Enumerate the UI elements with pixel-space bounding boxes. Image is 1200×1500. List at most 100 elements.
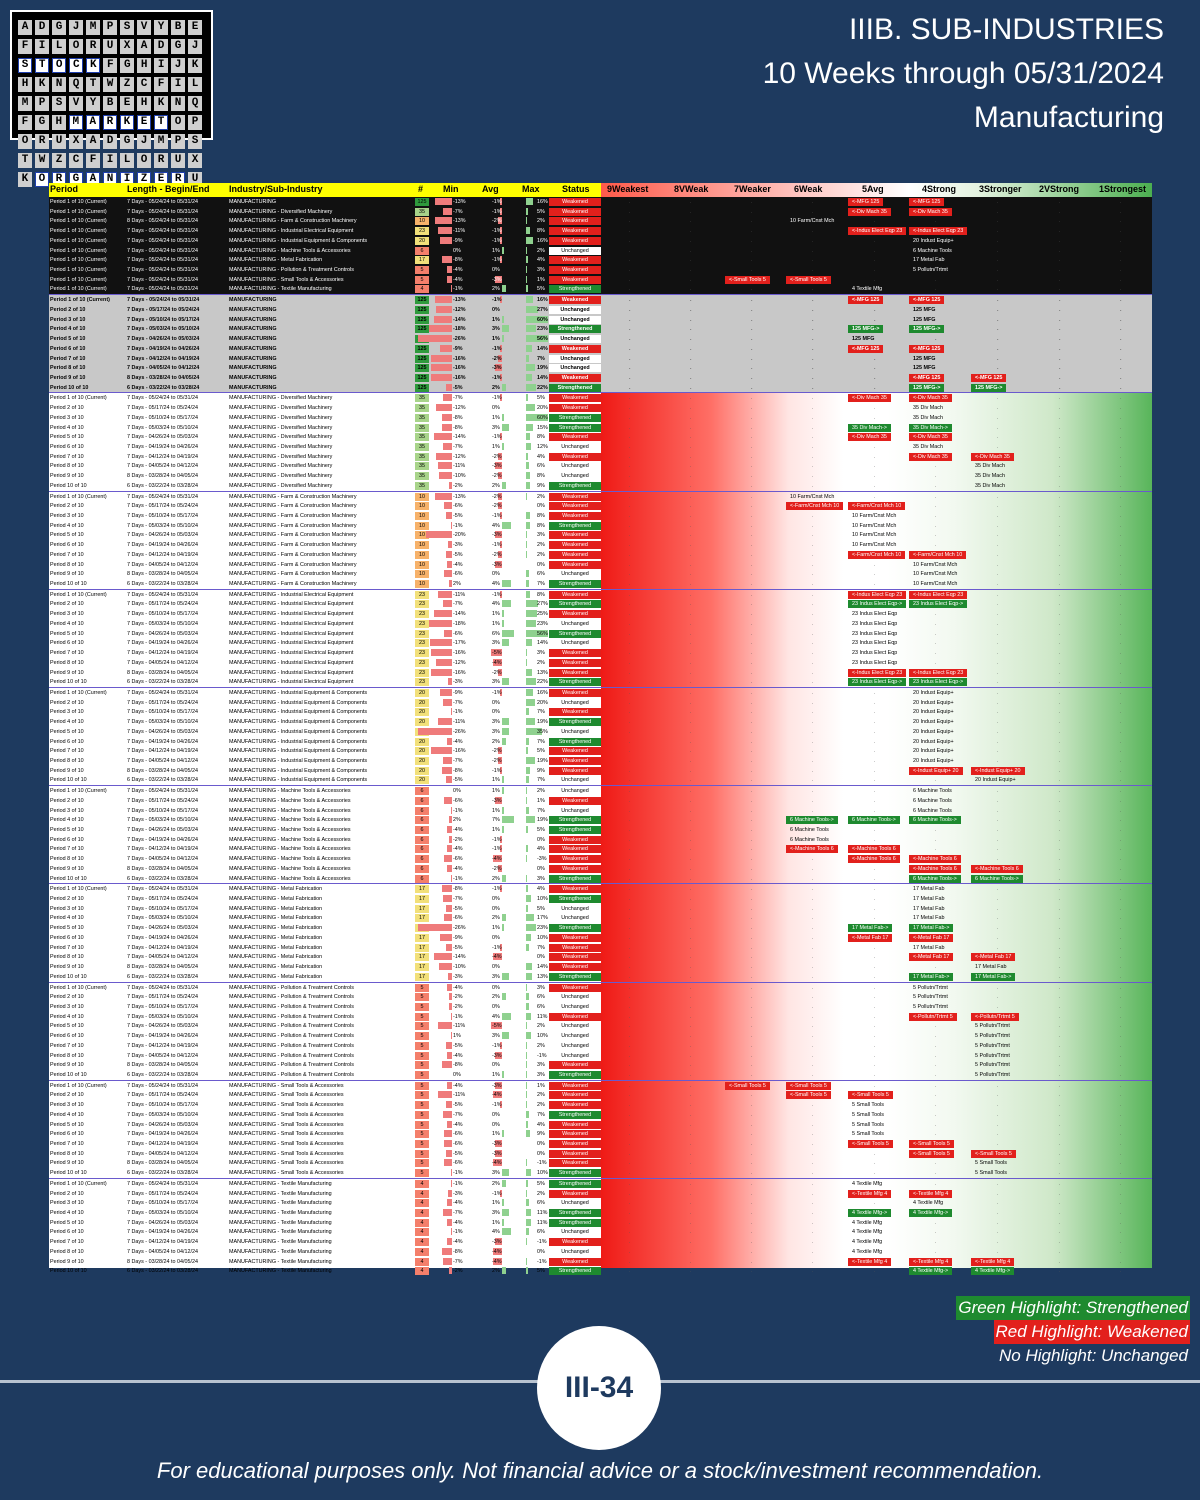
rank-placeholder: . bbox=[690, 237, 692, 244]
rank-placeholder: . bbox=[997, 719, 999, 726]
min-cell: -12% bbox=[453, 405, 466, 412]
max-bar bbox=[526, 668, 532, 676]
length-cell: 7 Days - 05/03/24 to 05/10/24 bbox=[127, 522, 199, 529]
rank-placeholder: . bbox=[812, 777, 814, 784]
count-cell: 4 bbox=[415, 1179, 429, 1188]
length-cell: 7 Days - 05/03/24 to 05/10/24 bbox=[127, 1111, 199, 1118]
rank-placeholder: . bbox=[874, 561, 876, 568]
status-cell: Weakened bbox=[549, 1189, 601, 1198]
rank-placeholder: . bbox=[874, 218, 876, 225]
stat-bars bbox=[416, 413, 549, 423]
rank-placeholder: . bbox=[812, 463, 814, 470]
max-cell: 2% bbox=[537, 218, 545, 225]
status-cell: Unchanged bbox=[549, 335, 601, 344]
min-cell: -16% bbox=[453, 365, 466, 372]
rank-placeholder: . bbox=[812, 994, 814, 1001]
industry-cell: MANUFACTURING - Metal Fabrication bbox=[229, 964, 323, 971]
rank-placeholder: . bbox=[997, 757, 999, 764]
count-cell: 17 bbox=[415, 953, 429, 962]
rank-placeholder: . bbox=[690, 551, 692, 558]
stat-bars bbox=[416, 461, 549, 471]
industry-cell: MANUFACTURING - Industrial Electrical Eq… bbox=[229, 601, 354, 608]
rank-marker: 35 Div Mach-> bbox=[848, 423, 891, 432]
avg-bar bbox=[499, 198, 502, 205]
min-cell: -11% bbox=[453, 591, 466, 598]
rank-placeholder: . bbox=[629, 1170, 631, 1177]
min-cell: -5% bbox=[453, 777, 463, 784]
industry-cell: MANUFACTURING bbox=[229, 326, 277, 333]
rank-marker: 5 Small Tools bbox=[852, 1111, 884, 1118]
stat-bars bbox=[416, 590, 549, 600]
avg-bar bbox=[502, 423, 509, 431]
rank-placeholder: . bbox=[751, 719, 753, 726]
rank-placeholder: . bbox=[751, 1219, 753, 1226]
avg-bar bbox=[502, 727, 509, 735]
stat-bars bbox=[416, 638, 549, 648]
rank-placeholder: . bbox=[812, 934, 814, 941]
rank-placeholder: . bbox=[629, 473, 631, 480]
max-cell: 5% bbox=[537, 208, 545, 215]
rank-placeholder: . bbox=[812, 434, 814, 441]
industry-cell: MANUFACTURING - Small Tools & Accessorie… bbox=[229, 1102, 344, 1109]
max-cell: 8% bbox=[537, 522, 545, 529]
table-row: Period 10 of 10 6 Days - 03/22/24 to 03/2… bbox=[49, 1168, 1152, 1178]
min-cell: -7% bbox=[453, 1210, 463, 1217]
rank-placeholder: . bbox=[629, 1052, 631, 1059]
table-row: Period 2 of 10 7 Days - 05/17/24 to 05/24… bbox=[49, 1189, 1152, 1199]
industry-cell: MANUFACTURING - Farm & Construction Mach… bbox=[229, 493, 357, 500]
rank-placeholder: . bbox=[812, 748, 814, 755]
rank-marker: 17 Metal Fab bbox=[975, 964, 1007, 971]
max-bar bbox=[526, 1091, 527, 1099]
status-cell: Weakened bbox=[549, 344, 601, 353]
rank-placeholder: . bbox=[1120, 797, 1122, 804]
min-cell: -8% bbox=[453, 257, 463, 264]
max-bar bbox=[526, 335, 548, 343]
min-cell: -8% bbox=[453, 1062, 463, 1069]
title-date-range: 10 Weeks through 05/31/2024 bbox=[762, 57, 1164, 90]
length-cell: 7 Days - 05/10/24 to 05/17/24 bbox=[127, 1200, 199, 1207]
count-cell: 20 bbox=[415, 718, 429, 727]
rank-marker: 35 Div Mach bbox=[913, 405, 943, 412]
min-cell: -26% bbox=[453, 925, 466, 932]
min-bar bbox=[449, 1002, 452, 1010]
rank-placeholder: . bbox=[751, 797, 753, 804]
status-cell: Weakened bbox=[549, 236, 601, 245]
rank-placeholder: . bbox=[751, 669, 753, 676]
min-bar bbox=[428, 619, 452, 627]
min-bar bbox=[439, 472, 452, 480]
min-cell: -14% bbox=[453, 954, 466, 961]
length-cell: 7 Days - 04/26/24 to 05/03/24 bbox=[127, 1023, 199, 1030]
rank-placeholder: . bbox=[997, 797, 999, 804]
rank-placeholder: . bbox=[1059, 434, 1061, 441]
rank-placeholder: . bbox=[629, 591, 631, 598]
rank-placeholder: . bbox=[935, 542, 937, 549]
max-cell: 2% bbox=[537, 1190, 545, 1197]
rank-placeholder: . bbox=[629, 306, 631, 313]
min-cell: -1% bbox=[453, 1170, 463, 1177]
status-cell: Weakened bbox=[549, 266, 601, 275]
avg-cell: 3% bbox=[492, 719, 500, 726]
rank-marker: 6 Machine Tools-> bbox=[909, 816, 961, 825]
rank-marker: 23 Indus Elect Eqp-> bbox=[909, 600, 968, 609]
status-cell: Weakened bbox=[549, 885, 601, 894]
rank-placeholder: . bbox=[629, 856, 631, 863]
rank-placeholder: . bbox=[1059, 355, 1061, 362]
max-bar bbox=[526, 1179, 529, 1187]
legend-green: Green Highlight: Strengthened bbox=[956, 1296, 1190, 1320]
period-cell: Period 3 of 10 bbox=[50, 1200, 84, 1207]
rank-placeholder: . bbox=[1059, 257, 1061, 264]
rank-placeholder: . bbox=[690, 443, 692, 450]
length-cell: 7 Days - 04/26/24 to 05/03/24 bbox=[127, 1219, 199, 1226]
min-bar bbox=[444, 629, 452, 637]
table-row: Period 3 of 10 7 Days - 05/10/24 to 05/17… bbox=[49, 806, 1152, 816]
table-row: Period 8 of 10 7 Days - 04/05/24 to 04/12… bbox=[49, 658, 1152, 668]
length-cell: 8 Days - 03/28/24 to 04/05/24 bbox=[127, 964, 199, 971]
avg-bar bbox=[497, 492, 502, 500]
rank-placeholder: . bbox=[690, 836, 692, 843]
rank-placeholder: . bbox=[935, 1160, 937, 1167]
rank-placeholder: . bbox=[1120, 1111, 1122, 1118]
status-cell: Weakened bbox=[549, 1120, 601, 1129]
